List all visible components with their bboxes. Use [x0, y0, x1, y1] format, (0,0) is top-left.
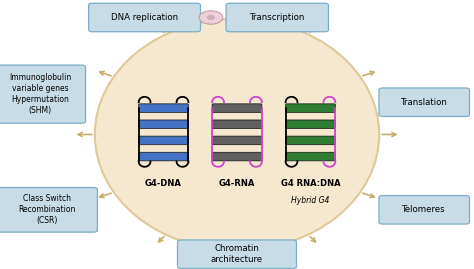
Circle shape	[208, 16, 214, 19]
FancyBboxPatch shape	[212, 104, 262, 112]
FancyBboxPatch shape	[212, 152, 262, 161]
FancyBboxPatch shape	[285, 104, 336, 112]
Circle shape	[199, 11, 223, 24]
FancyBboxPatch shape	[138, 120, 188, 129]
Text: Immunoglobulin
variable genes
Hypermutation
(SHM): Immunoglobulin variable genes Hypermutat…	[9, 73, 72, 115]
Text: Transcription: Transcription	[250, 13, 305, 22]
Text: G4-RNA: G4-RNA	[219, 179, 255, 188]
Text: Translation: Translation	[401, 98, 447, 107]
Text: Hybrid G4: Hybrid G4	[292, 196, 329, 205]
FancyBboxPatch shape	[138, 104, 188, 112]
FancyBboxPatch shape	[285, 136, 336, 145]
FancyBboxPatch shape	[212, 120, 262, 129]
FancyBboxPatch shape	[177, 240, 296, 268]
Text: G4-DNA: G4-DNA	[145, 179, 182, 188]
FancyBboxPatch shape	[89, 3, 201, 32]
FancyBboxPatch shape	[212, 136, 262, 145]
FancyBboxPatch shape	[285, 152, 336, 161]
Text: Chromatin
architecture: Chromatin architecture	[211, 244, 263, 264]
Text: G4 RNA:DNA: G4 RNA:DNA	[281, 179, 340, 188]
FancyBboxPatch shape	[379, 196, 469, 224]
Text: Class Switch
Recombination
(CSR): Class Switch Recombination (CSR)	[18, 194, 76, 225]
FancyBboxPatch shape	[379, 88, 469, 116]
FancyBboxPatch shape	[226, 3, 328, 32]
Text: DNA replication: DNA replication	[111, 13, 178, 22]
FancyBboxPatch shape	[285, 120, 336, 129]
FancyBboxPatch shape	[138, 152, 188, 161]
Ellipse shape	[95, 19, 379, 250]
FancyBboxPatch shape	[0, 65, 86, 123]
FancyBboxPatch shape	[0, 187, 98, 232]
Text: Telomeres: Telomeres	[402, 205, 446, 214]
FancyBboxPatch shape	[138, 136, 188, 145]
